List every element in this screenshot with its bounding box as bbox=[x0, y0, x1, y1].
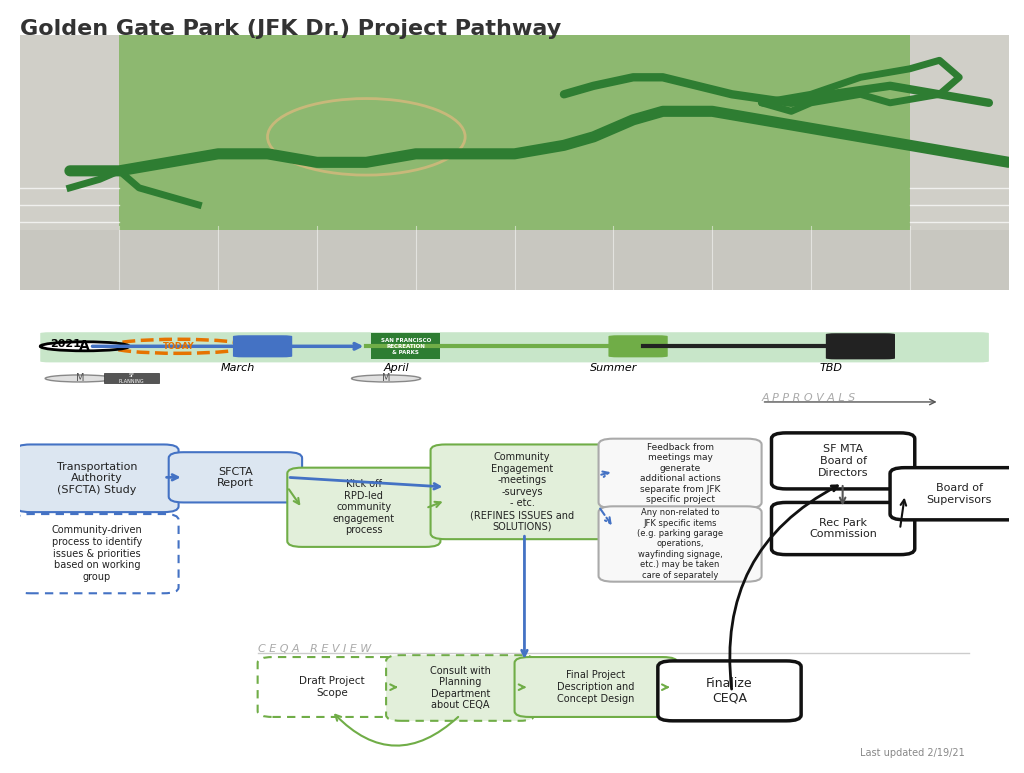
Text: Consult with
Planning
Department
about CEQA: Consult with Planning Department about C… bbox=[430, 666, 490, 710]
Text: A P P R O V A L S: A P P R O V A L S bbox=[762, 393, 856, 403]
Bar bbox=[20, 35, 119, 290]
FancyBboxPatch shape bbox=[430, 444, 613, 540]
FancyBboxPatch shape bbox=[40, 332, 989, 363]
Circle shape bbox=[45, 375, 115, 382]
Text: Summer: Summer bbox=[590, 363, 637, 373]
FancyBboxPatch shape bbox=[232, 335, 292, 357]
Text: 2021: 2021 bbox=[50, 339, 81, 349]
Text: A: A bbox=[79, 339, 90, 353]
Bar bbox=[119, 35, 910, 230]
FancyBboxPatch shape bbox=[890, 468, 1024, 519]
FancyBboxPatch shape bbox=[288, 468, 440, 547]
Text: TODAY: TODAY bbox=[163, 342, 195, 351]
Text: SFCTA
Report: SFCTA Report bbox=[217, 467, 254, 488]
FancyBboxPatch shape bbox=[771, 433, 914, 489]
Text: Feedback from
meetings may
generate
additional actions
separate from JFK
specifi: Feedback from meetings may generate addi… bbox=[640, 443, 721, 504]
Bar bbox=[104, 373, 159, 383]
Text: Transportation
Authority
(SFCTA) Study: Transportation Authority (SFCTA) Study bbox=[56, 461, 137, 495]
Text: Last updated 2/19/21: Last updated 2/19/21 bbox=[860, 747, 966, 758]
FancyBboxPatch shape bbox=[258, 657, 406, 717]
Text: Golden Gate Park (JFK Dr.) Project Pathway: Golden Gate Park (JFK Dr.) Project Pathw… bbox=[20, 19, 562, 39]
Text: TBD: TBD bbox=[819, 363, 843, 373]
FancyBboxPatch shape bbox=[15, 514, 178, 594]
FancyBboxPatch shape bbox=[372, 333, 440, 359]
Text: Finalize
CEQA: Finalize CEQA bbox=[707, 677, 753, 705]
Text: Draft Project
Scope: Draft Project Scope bbox=[299, 676, 365, 698]
Text: Any non-related to
JFK specific items
(e.g. parking garage
operations,
wayfindin: Any non-related to JFK specific items (e… bbox=[637, 509, 723, 580]
Text: Rec Park
Commission: Rec Park Commission bbox=[809, 518, 878, 540]
FancyBboxPatch shape bbox=[657, 661, 801, 720]
FancyBboxPatch shape bbox=[514, 657, 678, 717]
Bar bbox=[20, 230, 1009, 290]
Text: M: M bbox=[382, 373, 390, 383]
FancyBboxPatch shape bbox=[608, 335, 668, 357]
FancyBboxPatch shape bbox=[15, 444, 178, 512]
Text: Community
Engagement
-meetings
-surveys
- etc.
(REFINES ISSUES and
SOLUTIONS): Community Engagement -meetings -surveys … bbox=[470, 452, 574, 532]
Text: Kick off
RPD-led
community
engagement
process: Kick off RPD-led community engagement pr… bbox=[333, 479, 395, 536]
FancyBboxPatch shape bbox=[599, 439, 762, 509]
Circle shape bbox=[40, 342, 129, 351]
FancyBboxPatch shape bbox=[825, 333, 895, 359]
Text: SF MTA
Board of
Directors: SF MTA Board of Directors bbox=[818, 444, 868, 478]
Text: M: M bbox=[76, 373, 84, 383]
Text: March: March bbox=[221, 363, 255, 373]
Circle shape bbox=[351, 375, 421, 382]
Text: Board of
Supervisors: Board of Supervisors bbox=[927, 483, 992, 505]
Text: Community-driven
process to identify
issues & priorities
based on working
group: Community-driven process to identify iss… bbox=[51, 526, 142, 582]
Text: SAN FRANCISCO
RECREATION
& PARKS: SAN FRANCISCO RECREATION & PARKS bbox=[381, 338, 431, 355]
FancyBboxPatch shape bbox=[386, 655, 535, 720]
Text: SF
PLANNING: SF PLANNING bbox=[119, 373, 144, 384]
Text: C E Q A   R E V I E W: C E Q A R E V I E W bbox=[258, 645, 371, 654]
Text: Final Project
Description and
Concept Design: Final Project Description and Concept De… bbox=[557, 670, 635, 703]
Text: April: April bbox=[383, 363, 409, 373]
Bar bbox=[910, 35, 1009, 290]
FancyBboxPatch shape bbox=[599, 506, 762, 582]
FancyBboxPatch shape bbox=[169, 452, 302, 502]
FancyBboxPatch shape bbox=[771, 502, 914, 555]
